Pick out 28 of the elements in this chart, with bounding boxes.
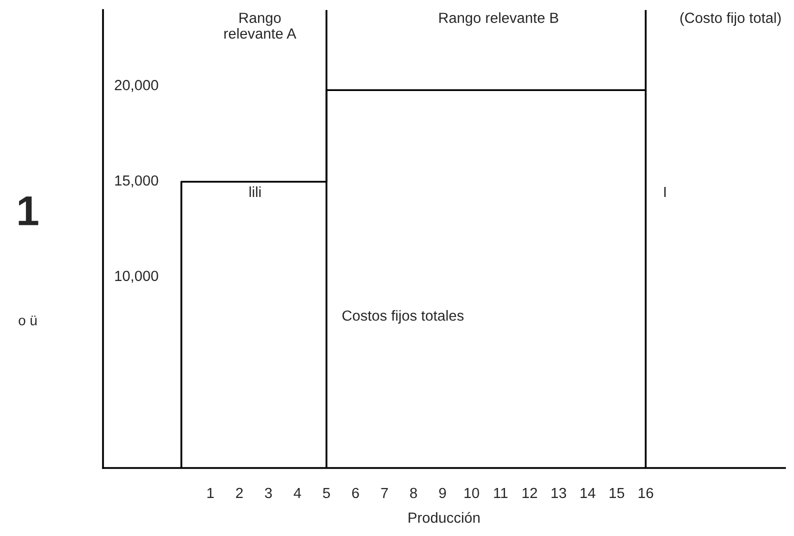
annotation: lili <box>250 186 261 197</box>
x-tick-label: 11 <box>494 488 508 498</box>
y-tick-label: 15,000 <box>115 175 158 188</box>
text: o ü <box>18 316 37 326</box>
x-tick-label: 2 <box>236 488 243 498</box>
x-tick-label: 15 <box>610 488 624 498</box>
y-tick-label: 10,000 <box>115 270 158 283</box>
annotation: Rango relevante B <box>439 12 558 26</box>
x-tick-label: 1 <box>207 488 214 498</box>
x-tick-label: 5 <box>322 488 330 498</box>
x-tick-label: 9 <box>439 488 446 498</box>
annotation: Rango relevante A <box>224 12 296 39</box>
x-tick-label: 8 <box>410 488 417 498</box>
x-tick-label: 16 <box>638 488 654 498</box>
x-tick-label: 3 <box>264 488 272 498</box>
x-tick-label: 10 <box>464 488 480 498</box>
x-tick-label: 7 <box>381 488 388 498</box>
annotation: I <box>664 186 666 197</box>
annotation: Costos fijos totales <box>342 310 464 324</box>
x-tick-label: 6 <box>352 488 359 498</box>
x-tick-label: 4 <box>294 488 302 498</box>
x-axis-title: Producción <box>408 512 480 523</box>
x-tick-label: 13 <box>552 488 566 498</box>
x-tick-label: 12 <box>522 488 537 498</box>
annotation: (Costo fijo total) <box>680 12 781 26</box>
x-tick-label: 14 <box>580 488 596 498</box>
y-tick-label: 20,000 <box>114 80 158 92</box>
text: 1 <box>18 196 38 226</box>
